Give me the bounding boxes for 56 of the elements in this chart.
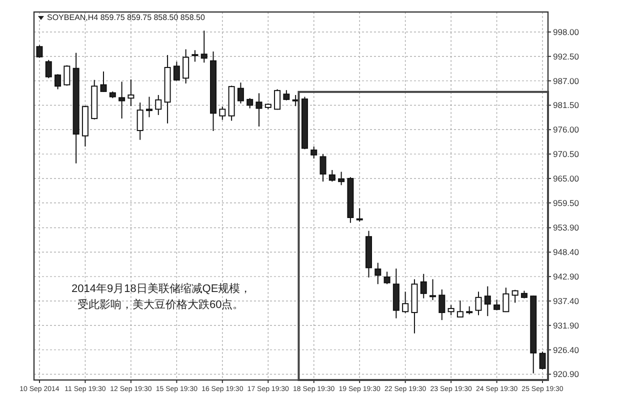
y-tick-label: 987.00 [553, 76, 580, 86]
candlestick [200, 30, 208, 64]
candlestick [182, 48, 190, 84]
candlestick [237, 82, 244, 104]
candlestick [274, 88, 281, 110]
y-tick-label: 981.50 [553, 100, 580, 110]
candlestick [256, 92, 262, 128]
candlestick [420, 273, 427, 299]
candlestick [128, 78, 134, 107]
candlestick [192, 50, 198, 62]
candlestick [320, 154, 326, 182]
annotation: 2014年9月18日美联储缩减QE规模， [72, 282, 252, 295]
y-tick-label: 948.40 [553, 247, 580, 258]
candlestick [448, 304, 454, 316]
y-tick-label: 937.40 [553, 296, 580, 306]
candlestick [456, 300, 464, 318]
y-tick-label: 976.00 [553, 124, 580, 135]
y-tick-label: 926.40 [553, 344, 580, 355]
annotation: 受此影响，美大豆价格大跌60点。 [78, 298, 244, 311]
candlestick [328, 170, 336, 182]
y-tick-label: 965.00 [553, 173, 580, 184]
candlestick [45, 59, 52, 79]
candlestick [54, 74, 62, 90]
y-tick-label: 959.50 [553, 198, 580, 208]
candlestick [475, 291, 482, 316]
y-tick-label: 970.50 [553, 149, 580, 160]
candlestick [512, 289, 518, 304]
candlestick [484, 286, 491, 317]
candlestick [283, 90, 290, 101]
chart-title: SOYBEAN,H4 859.75 859.75 858.50 858.50 [47, 13, 206, 22]
candlestick [100, 70, 107, 92]
candlestick [356, 208, 363, 222]
candlestick [338, 171, 345, 186]
candlestick [384, 271, 390, 285]
candlestick [136, 102, 144, 140]
candlestick [502, 287, 510, 313]
y-tick-label: 953.90 [553, 222, 580, 233]
candlestick [430, 278, 436, 301]
y-tick-label: 942.90 [553, 272, 580, 282]
y-tick-label: 920.90 [553, 369, 580, 380]
candlestick [402, 291, 409, 314]
candlestick [438, 288, 446, 321]
candlestick [146, 96, 152, 118]
candlestick [219, 106, 226, 120]
candlestick [310, 146, 318, 159]
y-tick-label: 931.90 [553, 320, 580, 330]
y-tick-label: 998.00 [553, 26, 580, 37]
candlestick [173, 61, 180, 82]
candlestick [374, 262, 382, 285]
candlestick [36, 44, 43, 58]
candlestick [155, 94, 162, 116]
candlestick [118, 81, 126, 120]
candlestick [494, 299, 500, 311]
candlestick [539, 351, 546, 370]
candlestick [246, 98, 254, 109]
y-tick-label: 992.50 [553, 51, 580, 62]
